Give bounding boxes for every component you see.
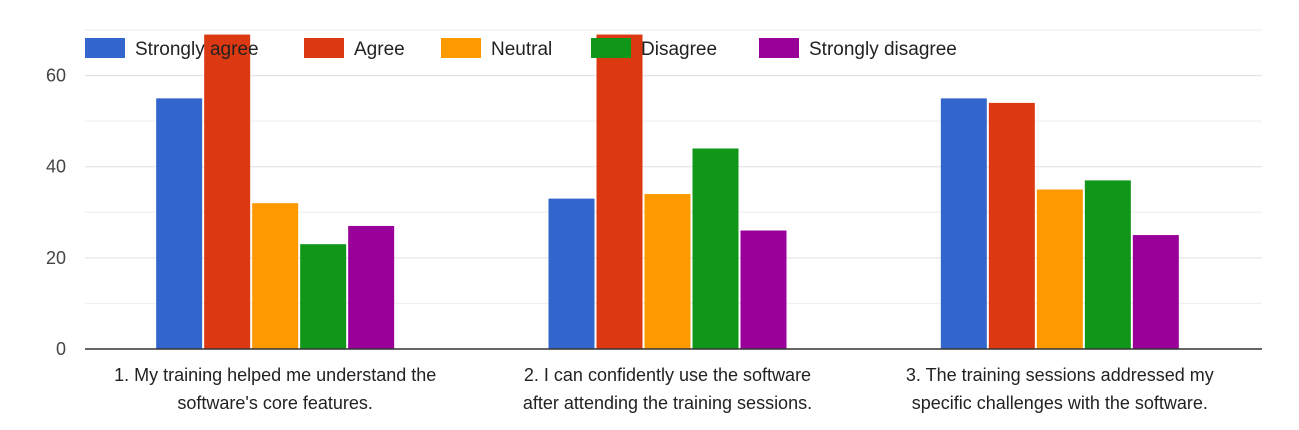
bar-strongly-disagree[interactable]: [348, 225, 395, 349]
legend-item[interactable]: Strongly disagree: [759, 38, 957, 60]
bars: [156, 34, 1179, 350]
legend-swatch: [591, 38, 631, 58]
legend-label: Disagree: [641, 39, 717, 60]
bar-agree[interactable]: [204, 34, 251, 350]
bar-neutral[interactable]: [1036, 189, 1083, 350]
legend-swatch: [441, 38, 481, 58]
bar-strongly-disagree[interactable]: [740, 230, 787, 349]
bar-agree[interactable]: [596, 34, 643, 350]
x-category-label: 2. I can confidently use the software: [524, 365, 811, 385]
x-category-label: specific challenges with the software.: [912, 393, 1208, 413]
bar-agree[interactable]: [988, 102, 1035, 350]
legend-label: Agree: [354, 39, 405, 60]
y-tick-label: 0: [56, 339, 66, 359]
axes: 0 20 40 60 1. My training helped me understa…: [46, 66, 1262, 413]
legend-item[interactable]: Strongly agree: [85, 38, 259, 60]
bar-disagree[interactable]: [1084, 180, 1131, 349]
bar-strongly-disagree[interactable]: [1132, 235, 1179, 349]
legend-label: Neutral: [491, 39, 552, 60]
bar-neutral[interactable]: [644, 194, 691, 349]
legend[interactable]: Strongly agree Agree Neutral Disagree Strong…: [85, 38, 957, 60]
bar-disagree[interactable]: [300, 244, 347, 349]
legend-item[interactable]: Neutral: [441, 38, 552, 60]
bar-strongly-agree[interactable]: [548, 198, 595, 349]
legend-swatch: [85, 38, 125, 58]
legend-swatch: [759, 38, 799, 58]
x-category-label: 3. The training sessions addressed my: [906, 365, 1214, 385]
legend-label: Strongly disagree: [809, 39, 957, 60]
y-tick-label: 40: [46, 157, 66, 177]
x-category-label: software's core features.: [177, 393, 373, 413]
bar-strongly-agree[interactable]: [940, 98, 987, 349]
x-category-label: 1. My training helped me understand the: [114, 365, 436, 385]
y-tick-label: 20: [46, 248, 66, 268]
bar-strongly-agree[interactable]: [156, 98, 203, 349]
bar-disagree[interactable]: [692, 148, 739, 349]
legend-label: Strongly agree: [135, 39, 259, 60]
bar-neutral[interactable]: [252, 203, 299, 349]
legend-item[interactable]: Disagree: [591, 38, 717, 60]
x-category-label: after attending the training sessions.: [523, 393, 812, 413]
legend-swatch: [304, 38, 344, 58]
legend-item[interactable]: Agree: [304, 38, 405, 60]
y-tick-label: 60: [46, 66, 66, 86]
